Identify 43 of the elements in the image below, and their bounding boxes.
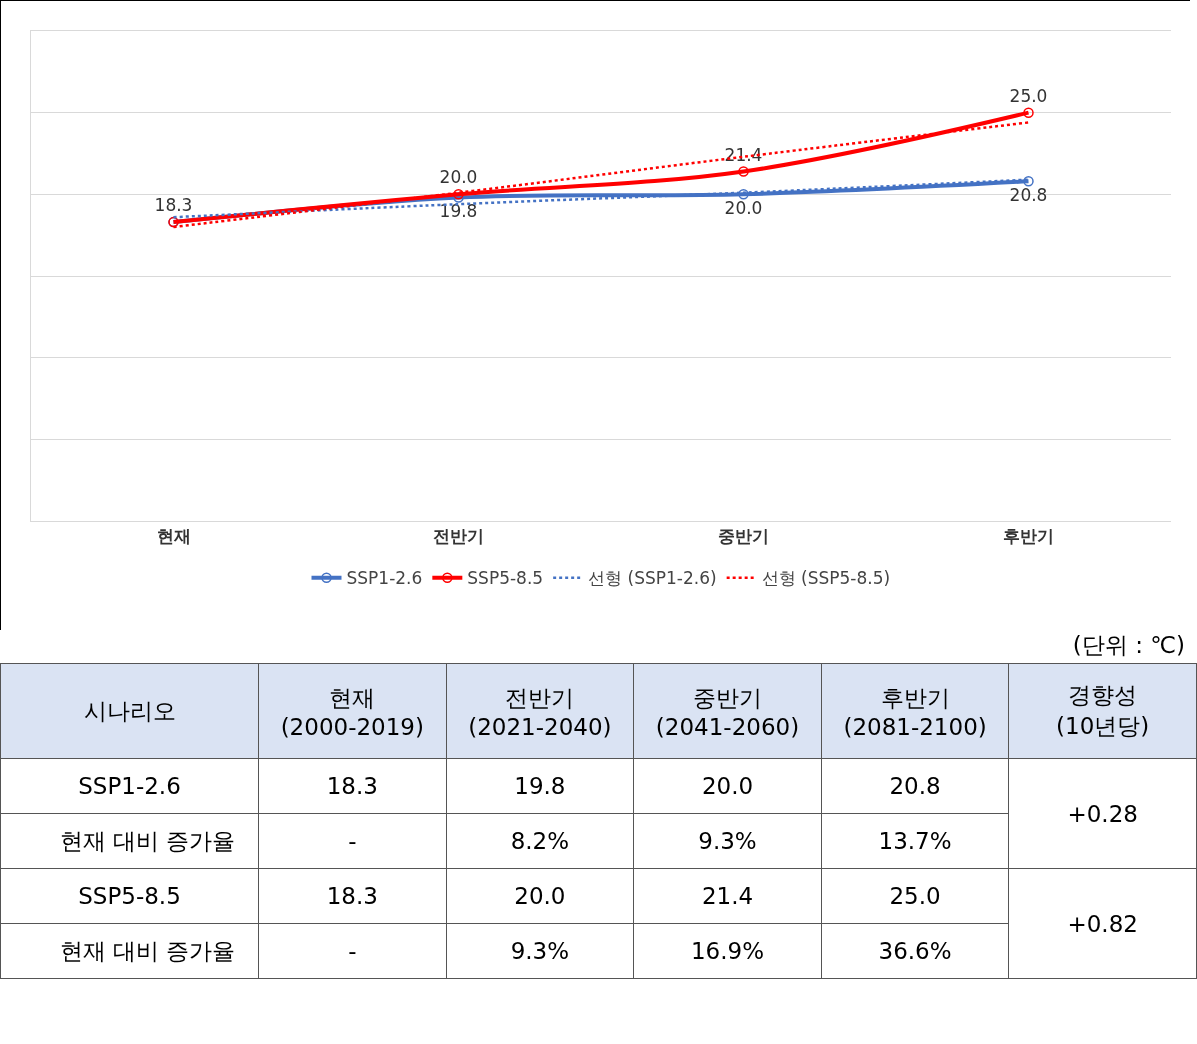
text: - bbox=[348, 938, 357, 964]
data-label: 25.0 bbox=[1009, 85, 1048, 106]
text: 13.7% bbox=[878, 828, 952, 854]
text: +0.28 bbox=[1067, 800, 1138, 827]
text: +0.82 bbox=[1067, 910, 1138, 937]
x-tick-label: 중반기 bbox=[718, 526, 769, 547]
text: 16.9% bbox=[690, 938, 765, 964]
text: (단위 : ℃) bbox=[1071, 631, 1186, 660]
category-label: SSP1-2.6 bbox=[78, 773, 181, 799]
text: 20.0 bbox=[701, 773, 754, 799]
legend-label: 선형 (SSP1-2.6) bbox=[588, 568, 717, 589]
x-tick-label: 후반기 bbox=[1003, 526, 1054, 547]
data-label: 20.8 bbox=[1009, 184, 1048, 205]
text: 19.8 bbox=[514, 773, 566, 799]
legend-label: SSP1-2.6 bbox=[346, 568, 423, 589]
legend-label: 선형 (SSP5-8.5) bbox=[761, 568, 891, 589]
text: 18.3 bbox=[326, 883, 378, 909]
data-label: 18.3 bbox=[154, 195, 193, 216]
text: 9.3% bbox=[510, 938, 570, 964]
text: 20.0 bbox=[514, 883, 566, 909]
category-label: 현재 대비 증가율 bbox=[59, 937, 236, 964]
category-label: 후반기 (2081-2100) bbox=[821, 663, 1009, 759]
category-label: 중반기 (2041-2060) bbox=[633, 663, 822, 759]
x-tick-label: 전반기 bbox=[433, 526, 484, 547]
data-label: 20.0 bbox=[724, 197, 763, 218]
text: 21.4 bbox=[701, 883, 754, 909]
text: - bbox=[348, 828, 357, 854]
text: 36.6% bbox=[878, 938, 952, 964]
category-label: 현재 대비 증가율 bbox=[59, 827, 236, 854]
text: 9.3% bbox=[698, 828, 757, 854]
text: 시나리오 bbox=[0, 663, 259, 759]
text: 8.2% bbox=[510, 828, 570, 854]
category-label: 경향성 (10년당) bbox=[1008, 663, 1197, 759]
text: 25.0 bbox=[889, 883, 941, 909]
category-label: SSP5-8.5 bbox=[78, 883, 181, 909]
text: 20.8 bbox=[889, 773, 941, 799]
data-label: 19.8 bbox=[439, 200, 478, 221]
text: 18.3 bbox=[326, 773, 378, 799]
category-label: 현재 (2000-2019) bbox=[258, 663, 447, 759]
legend-label: SSP5-8.5 bbox=[467, 568, 544, 589]
x-tick-label: 현재 bbox=[156, 526, 191, 547]
data-label: 20.0 bbox=[439, 167, 478, 188]
category-label: 전반기 (2021-2040) bbox=[446, 663, 634, 759]
